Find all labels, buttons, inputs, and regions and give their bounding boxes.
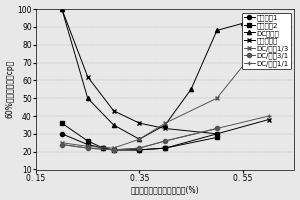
DC/六偏1/1 [86, 147, 89, 149]
六偏分散剂 [267, 118, 270, 121]
DC/六偏3/1 [60, 143, 64, 146]
DC分散剂 [189, 88, 193, 90]
DC/六偏1/3 [60, 142, 64, 144]
新分散剂2 [164, 147, 167, 149]
六偏分散剂 [112, 109, 115, 112]
六偏分散剂 [138, 122, 141, 124]
DC/六偏1/1 [164, 140, 167, 142]
新分散剂1 [60, 133, 64, 135]
DC/六偏1/3 [215, 97, 219, 99]
Line: DC/六偏1/3: DC/六偏1/3 [60, 32, 271, 150]
新分散剂2 [215, 136, 219, 139]
新分散剂2 [60, 122, 64, 124]
DC/六偏1/1 [215, 127, 219, 130]
DC分散剂 [112, 124, 115, 126]
DC/六偏1/1 [60, 143, 64, 146]
六偏分散剂 [86, 76, 89, 78]
DC/六偏3/1 [86, 147, 89, 149]
新分散剂1 [164, 147, 167, 149]
DC/六偏1/1 [138, 147, 141, 149]
Line: DC分散剂: DC分散剂 [60, 7, 245, 141]
新分散剂1 [112, 149, 115, 151]
DC/六偏3/1 [215, 127, 219, 130]
新分散剂1 [86, 143, 89, 146]
DC分散剂 [86, 97, 89, 99]
Y-axis label: 60%分散液粘度（cp）: 60%分散液粘度（cp） [6, 60, 15, 118]
Line: 新分散剂2: 新分散剂2 [60, 121, 219, 152]
六偏分散剂 [215, 133, 219, 135]
DC/六偏1/1 [112, 149, 115, 151]
DC/六偏3/1 [138, 147, 141, 149]
六偏分散剂 [60, 8, 64, 10]
新分散剂2 [86, 140, 89, 142]
DC分散剂 [215, 29, 219, 32]
Line: DC/六偏1/1: DC/六偏1/1 [60, 114, 271, 152]
Line: 六偏分散剂: 六偏分散剂 [60, 7, 271, 136]
DC分散剂 [60, 8, 64, 10]
新分散剂1 [215, 133, 219, 135]
Line: 新分散剂1: 新分散剂1 [60, 132, 219, 152]
DC/六偏1/3 [112, 147, 115, 149]
DC/六偏1/3 [164, 122, 167, 124]
DC/六偏1/1 [267, 115, 270, 117]
新分散剂2 [101, 147, 105, 149]
新分散剂1 [138, 149, 141, 151]
新分散剂2 [138, 149, 141, 151]
DC/六偏3/1 [164, 140, 167, 142]
Line: DC/六偏3/1: DC/六偏3/1 [60, 126, 219, 152]
六偏分散剂 [164, 127, 167, 130]
DC分散剂 [138, 138, 141, 140]
DC/六偏3/1 [112, 149, 115, 151]
DC/六偏1/3 [267, 33, 270, 35]
DC/六偏1/3 [138, 138, 141, 140]
DC分散剂 [241, 22, 244, 25]
DC/六偏1/3 [86, 145, 89, 148]
X-axis label: 对颜料绝干量的分散剂用量(%): 对颜料绝干量的分散剂用量(%) [131, 185, 200, 194]
Legend: 新分散剂1, 新分散剂2, DC分散剂, 六偏分散剂, DC/六偏1/3, DC/六偏3/1, DC/六偏1/1: 新分散剂1, 新分散剂2, DC分散剂, 六偏分散剂, DC/六偏1/3, DC… [242, 13, 291, 69]
新分散剂2 [112, 149, 115, 151]
新分散剂1 [101, 147, 105, 149]
DC分散剂 [164, 124, 167, 126]
